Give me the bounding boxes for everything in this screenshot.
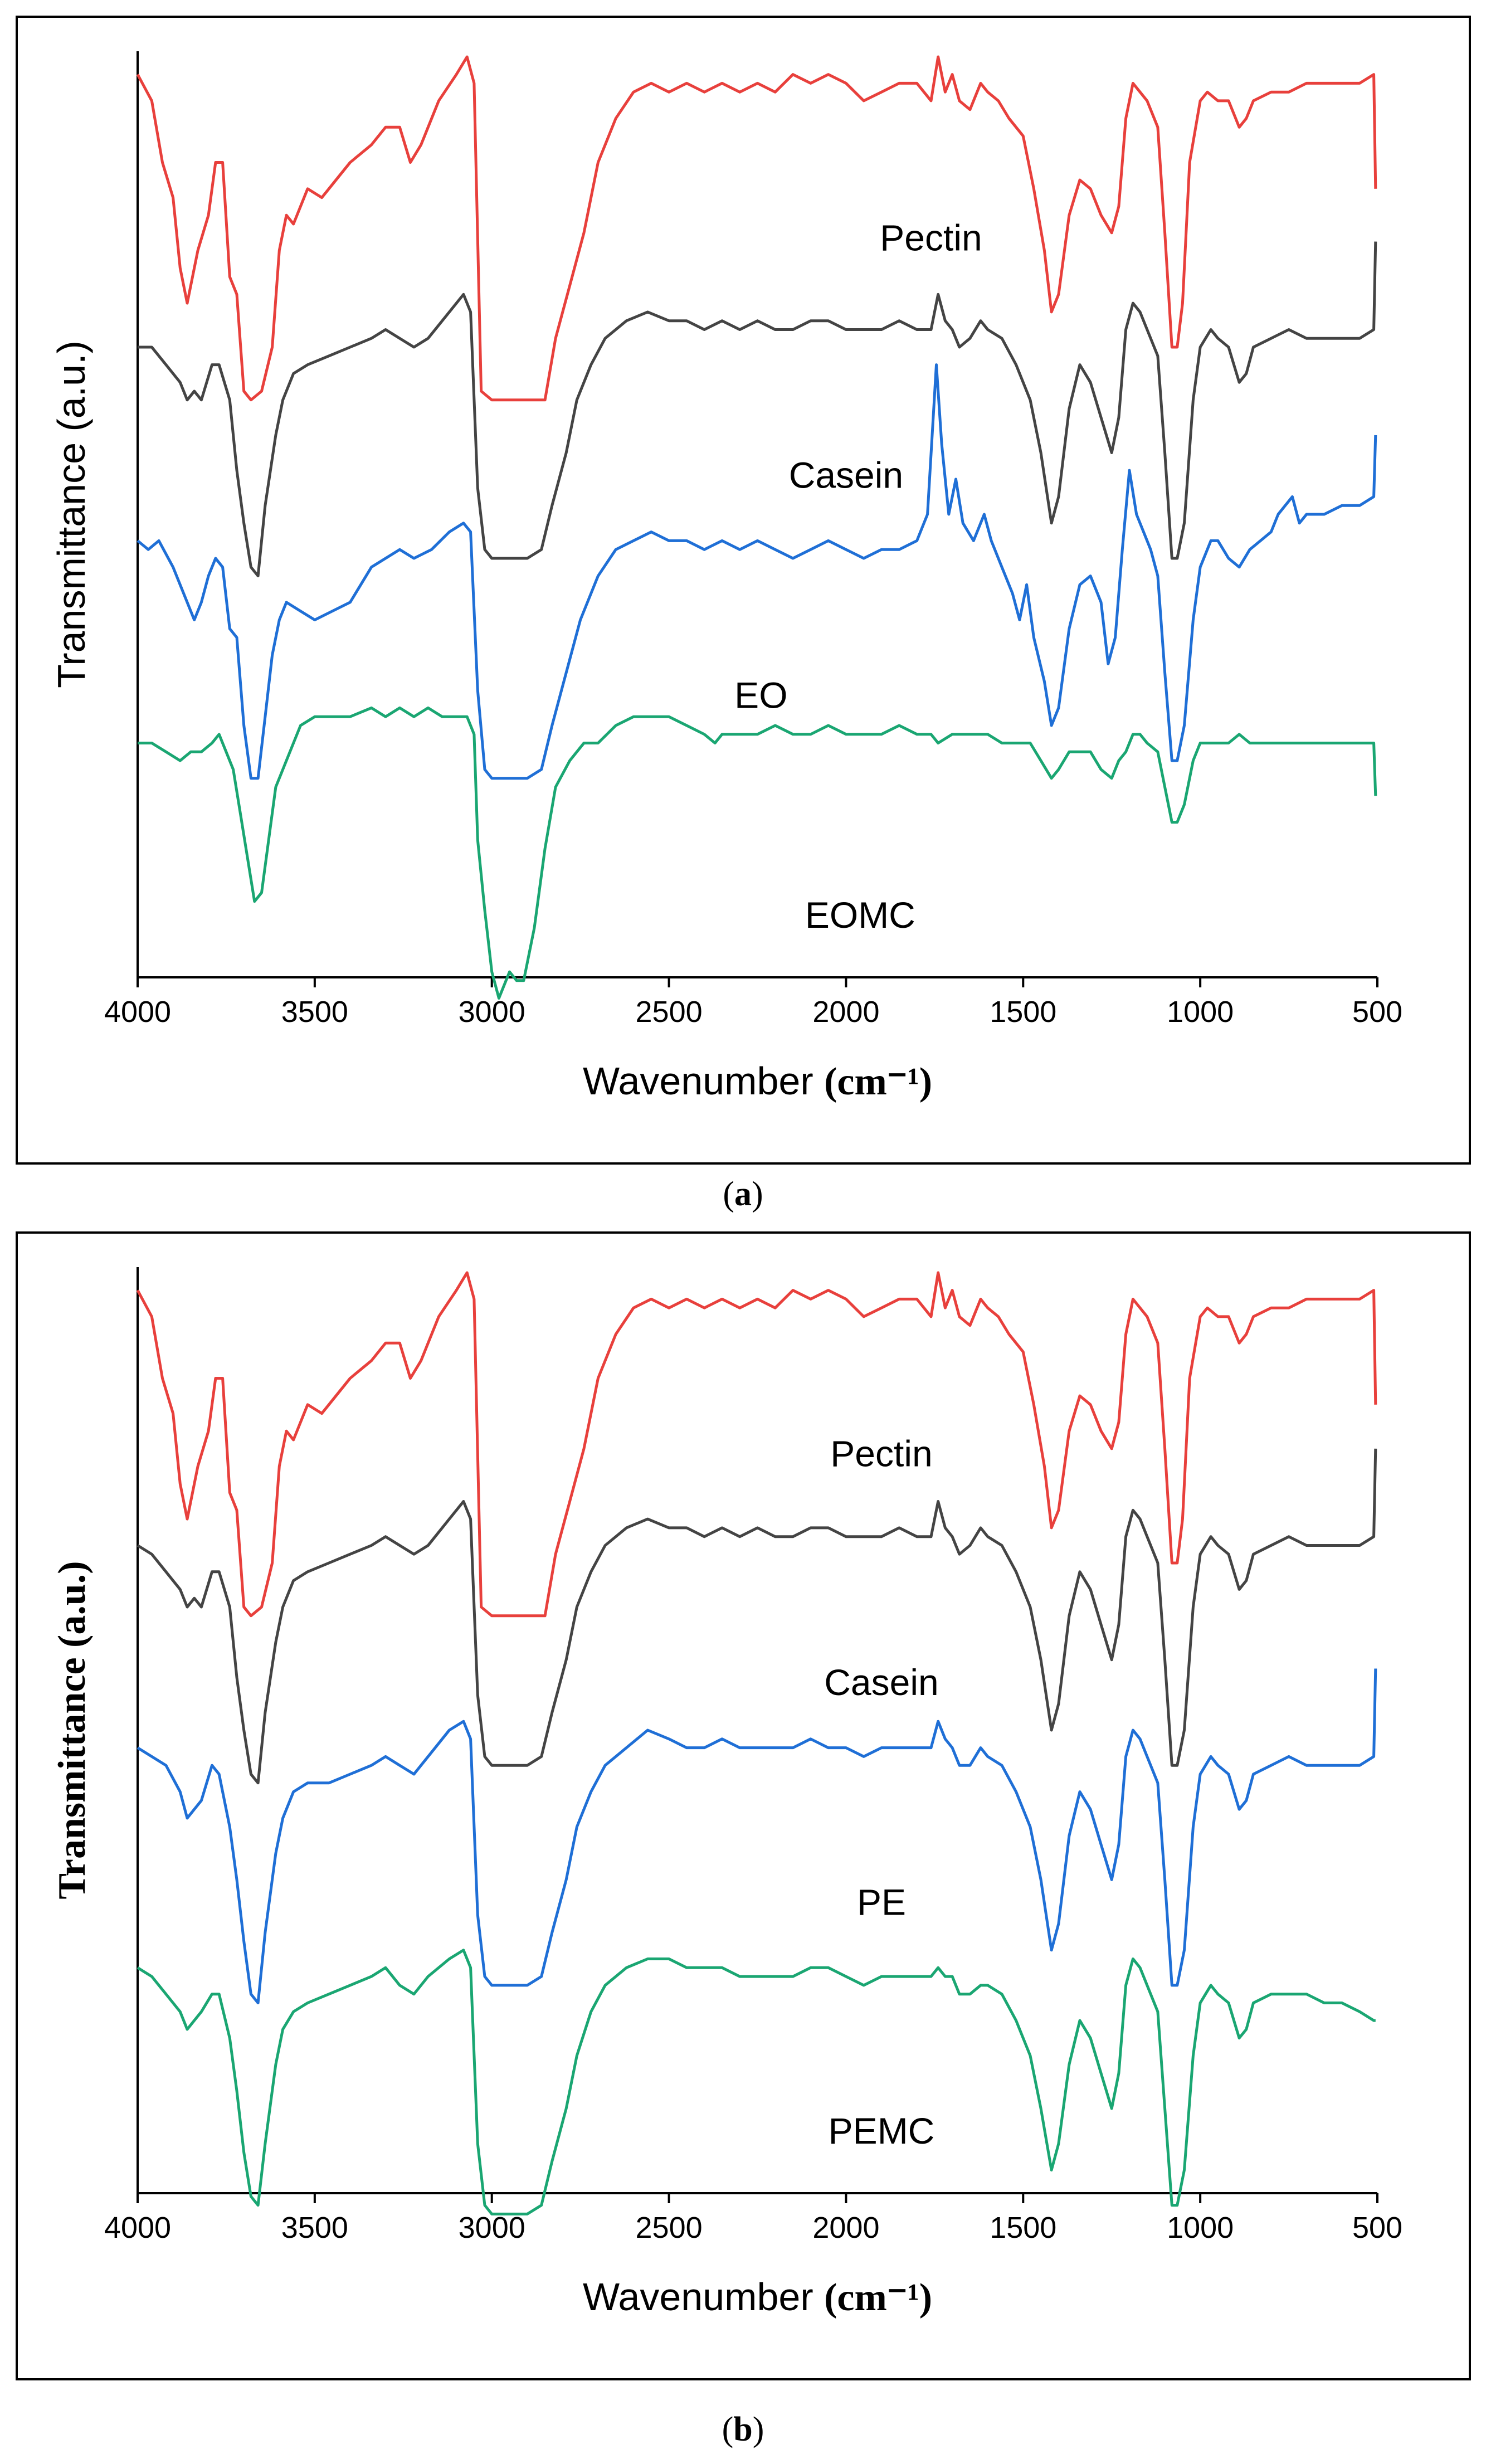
x-tick-label: 2500 — [636, 2211, 703, 2244]
x-tick-label: 1000 — [1167, 2211, 1234, 2244]
x-tick-label: 3000 — [459, 2211, 525, 2244]
series-line-eo — [137, 363, 1377, 780]
series-line-eomc — [138, 706, 1377, 1000]
x-tick-label: 4000 — [104, 2211, 171, 2244]
x-tick-label: 1500 — [990, 2211, 1056, 2244]
chart-panel-a: 4000 3500 3000 2500 2000 1500 1000 500 Wavenumbe… — [16, 16, 1471, 1165]
y-axis-title: Transmittance (a.u.) — [50, 340, 93, 688]
series-line-pectin — [136, 1271, 1377, 1618]
panel-label-b: (b) — [722, 2411, 764, 2448]
x-tick-label: 2000 — [812, 2211, 879, 2244]
x-tick-label: 3000 — [459, 995, 525, 1029]
series-line-pe — [137, 1668, 1377, 2004]
x-tick-label: 2000 — [812, 995, 879, 1029]
series-line-pectin — [136, 55, 1377, 402]
x-tick-label: 1000 — [1167, 995, 1234, 1029]
series-label-eo: EO — [734, 674, 787, 715]
series-line-casein — [137, 1448, 1377, 1785]
y-axis-title: Transmittance (a.u.) — [51, 1561, 94, 1899]
series-label-eomc: EOMC — [805, 894, 915, 936]
series-label-pe: PE — [857, 1882, 906, 1923]
x-tick-label: 4000 — [104, 995, 171, 1029]
panel-label-a: (a) — [723, 1175, 763, 1213]
series-label-casein: Casein — [824, 1662, 938, 1703]
x-tick-label: 1500 — [990, 995, 1056, 1029]
series-label-casein: Casein — [789, 455, 903, 496]
x-tick-label: 500 — [1352, 995, 1402, 1029]
chart-panel-b: 4000 3500 3000 2500 2000 1500 1000 500 Wavenumbe… — [16, 1231, 1471, 2380]
x-tick-label: 500 — [1352, 2211, 1402, 2244]
x-axis-title: Wavenumber (cm⁻¹) — [583, 1059, 932, 1103]
chart-b: 4000 3500 3000 2500 2000 1500 1000 500 Wavenumbe… — [51, 1267, 1402, 2319]
x-tick-label: 3500 — [281, 995, 348, 1029]
series-line-casein — [138, 241, 1377, 578]
series-label-pemc: PEMC — [829, 2110, 935, 2151]
x-tick-label: 2500 — [636, 995, 703, 1029]
x-axis-title: Wavenumber (cm⁻¹) — [583, 2275, 932, 2319]
x-tick-label: 3500 — [281, 2211, 348, 2244]
series-line-pemc — [137, 1949, 1376, 2215]
chart-a: 4000 3500 3000 2500 2000 1500 1000 500 Wavenumbe… — [50, 51, 1402, 1103]
series-label-pectin: Pectin — [880, 217, 982, 258]
series-label-pectin: Pectin — [830, 1433, 932, 1474]
